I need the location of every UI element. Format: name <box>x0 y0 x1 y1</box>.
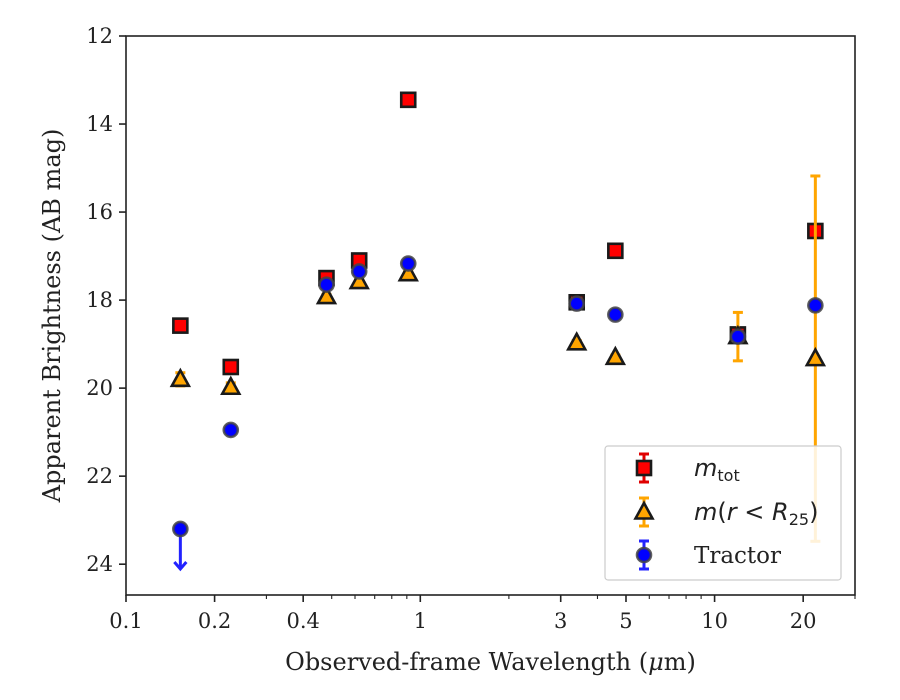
tractor-marker-6 <box>607 306 624 323</box>
mtot-point-1 <box>222 358 240 376</box>
mtot-marker-1 <box>222 358 240 376</box>
mr25-marker-0 <box>169 367 192 388</box>
tractor-marker-5 <box>568 295 586 312</box>
mr25-point-0 <box>169 367 192 388</box>
legend-box <box>604 445 842 581</box>
tractor-point-2 <box>318 276 335 293</box>
x-axis-label-prefix: Observed-frame Wavelength ( <box>285 648 648 676</box>
x-tick-label-3: 1 <box>414 609 427 633</box>
mr25-marker-4 <box>397 261 419 282</box>
mtot-marker-0 <box>172 317 189 334</box>
mr25-marker-1 <box>220 375 242 396</box>
y-tick-label-2: 16 <box>86 200 113 224</box>
tractor-marker-0 <box>172 520 189 538</box>
mtot-marker-6 <box>607 242 624 260</box>
x-axis-label: Observed-frame Wavelength (μm) <box>285 648 696 676</box>
tractor-point-4 <box>399 255 417 272</box>
tractor-marker-3 <box>350 263 368 280</box>
y-tick-label-6: 24 <box>86 552 113 576</box>
series-tractor <box>172 255 824 572</box>
mtot-point-6 <box>607 242 624 260</box>
legend: mtot m(r < R25) Tractor <box>604 445 842 581</box>
legend-handle-mtot <box>635 452 653 484</box>
legend-marker-tractor <box>635 546 653 564</box>
tractor-upper-limit-arrow-0 <box>173 561 188 572</box>
legend-mtot-sub: tot <box>717 466 739 485</box>
tractor-marker-7 <box>729 328 747 345</box>
x-axis-label-suffix: m) <box>664 648 696 676</box>
legend-mr25-lt: < <box>737 498 772 526</box>
tractor-point-8 <box>807 297 824 314</box>
x-tick-label-0: 0.1 <box>109 609 142 633</box>
x-tick-label-6: 10 <box>701 609 728 633</box>
y-tick-label-3: 18 <box>86 288 113 312</box>
y-tick-label-4: 20 <box>86 376 113 400</box>
y-tick-label-0: 12 <box>86 24 113 48</box>
legend-label-tractor: Tractor <box>694 543 781 569</box>
mr25-point-6 <box>604 345 627 366</box>
x-tick-label-5: 5 <box>619 609 632 633</box>
tractor-point-1 <box>222 421 240 439</box>
legend-mtot-m: m <box>694 454 717 482</box>
x-tick-label-7: 20 <box>790 609 817 633</box>
series-mtot <box>172 91 824 376</box>
mr25-point-5 <box>566 331 588 351</box>
y-tick-label-1: 14 <box>86 112 113 136</box>
tractor-marker-1 <box>222 421 240 439</box>
mr25-point-2 <box>315 284 338 305</box>
legend-marker-mr25 <box>633 500 655 520</box>
mtot-point-4 <box>399 91 417 109</box>
legend-handles <box>633 452 655 571</box>
legend-marker-mtot <box>635 459 653 477</box>
mr25-marker-6 <box>604 345 627 366</box>
legend-label-mtot: mtot <box>694 454 740 485</box>
legend-mr25-r: r <box>727 498 739 526</box>
x-axis-label-mu: μ <box>648 648 664 676</box>
ticks-layer: 0.1 0.2 0.4 1 3 5 10 20 12 14 16 18 20 22 24 <box>86 24 856 633</box>
x-tick-label-4: 3 <box>554 609 567 633</box>
legend-mr25-close: ) <box>809 498 818 526</box>
tractor-marker-4 <box>399 255 417 272</box>
y-tick-label-5: 22 <box>86 464 113 488</box>
legend-mr25-R: R <box>772 498 789 526</box>
legend-handle-mr25 <box>633 496 655 528</box>
mr25-marker-2 <box>315 284 338 305</box>
mtot-marker-4 <box>399 91 417 109</box>
legend-mr25-m: m <box>694 498 717 526</box>
tractor-marker-2 <box>318 276 335 293</box>
mtot-point-0 <box>172 317 189 334</box>
legend-label-mr25: m(r < R25) <box>694 498 818 529</box>
mr25-marker-3 <box>348 269 370 290</box>
y-axis-label: Apparent Brightness (AB mag) <box>38 129 66 504</box>
legend-handle-tractor <box>635 539 653 571</box>
mr25-marker-8 <box>804 346 827 367</box>
tractor-marker-8 <box>807 297 824 314</box>
tractor-point-6 <box>607 306 624 323</box>
legend-mr25-open: ( <box>717 498 726 526</box>
mr25-marker-5 <box>566 331 588 351</box>
tractor-point-5 <box>568 295 586 312</box>
plot-frame <box>125 35 856 596</box>
mr25-point-3 <box>348 269 370 290</box>
tractor-point-0 <box>172 520 189 572</box>
tractor-point-3 <box>350 263 368 280</box>
x-tick-label-2: 0.4 <box>286 609 319 633</box>
legend-mr25-sub: 25 <box>789 510 809 529</box>
tractor-point-7 <box>729 328 747 345</box>
mr25-point-4 <box>397 261 419 282</box>
mr25-point-1 <box>220 375 242 396</box>
x-tick-label-1: 0.2 <box>198 609 231 633</box>
